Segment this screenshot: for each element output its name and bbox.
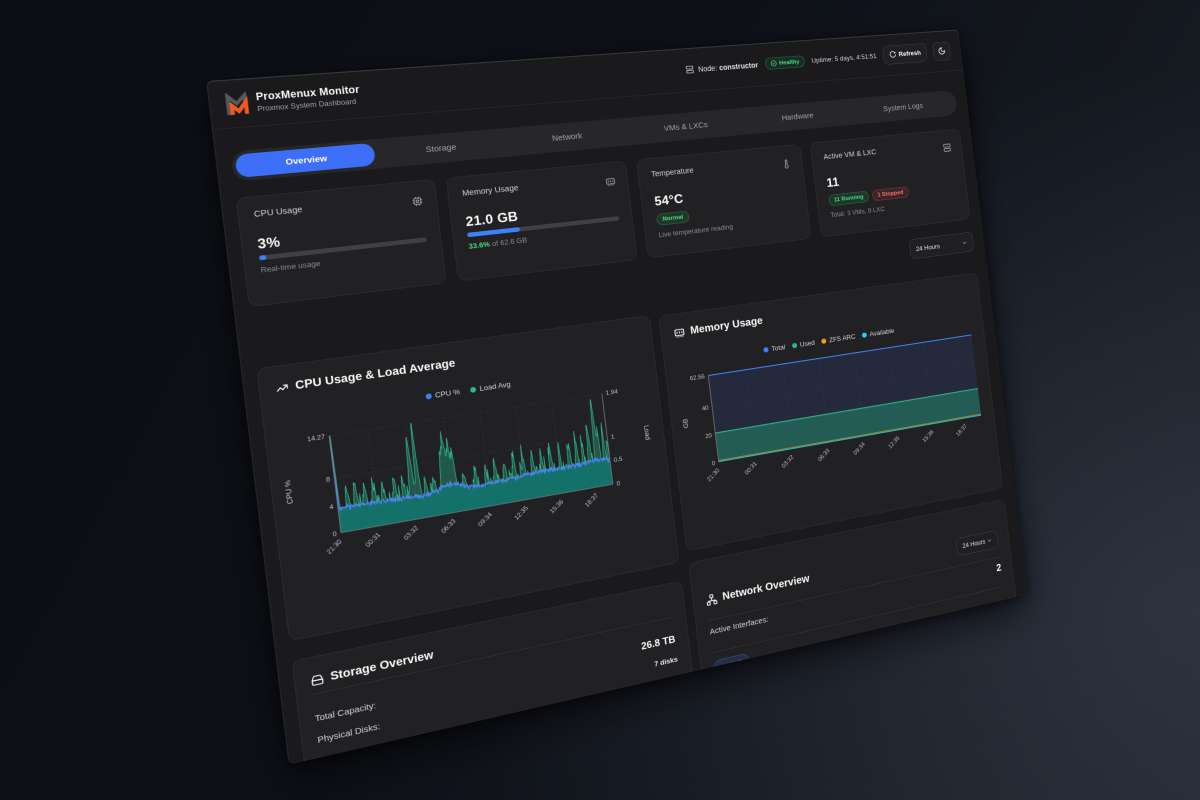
- svg-text:09:34: 09:34: [476, 511, 494, 528]
- svg-text:00:31: 00:31: [363, 531, 382, 549]
- svg-text:CPU %: CPU %: [283, 480, 295, 505]
- svg-text:8: 8: [326, 475, 331, 484]
- svg-text:03:32: 03:32: [780, 453, 795, 469]
- svg-text:06:33: 06:33: [816, 447, 831, 463]
- svg-text:4: 4: [329, 502, 334, 511]
- svg-text:Load: Load: [642, 425, 651, 441]
- svg-text:0: 0: [711, 459, 715, 467]
- svg-text:00:31: 00:31: [743, 460, 758, 476]
- svg-text:15:36: 15:36: [921, 428, 935, 443]
- svg-text:15:36: 15:36: [548, 498, 565, 515]
- svg-text:21:30: 21:30: [324, 538, 343, 556]
- svg-text:0.5: 0.5: [613, 455, 623, 464]
- svg-text:62.56: 62.56: [689, 372, 705, 382]
- svg-text:09:34: 09:34: [852, 441, 867, 457]
- svg-text:18:37: 18:37: [955, 422, 969, 437]
- svg-text:14.27: 14.27: [307, 432, 326, 443]
- svg-text:18:37: 18:37: [583, 492, 600, 509]
- svg-text:1.94: 1.94: [605, 387, 618, 396]
- svg-text:06:33: 06:33: [439, 517, 457, 535]
- svg-text:12:35: 12:35: [512, 504, 529, 521]
- svg-text:12:35: 12:35: [887, 434, 901, 450]
- svg-text:0: 0: [616, 479, 620, 487]
- svg-text:21:30: 21:30: [705, 467, 721, 483]
- svg-text:GB: GB: [681, 418, 689, 429]
- svg-text:20: 20: [705, 431, 712, 440]
- svg-text:0: 0: [332, 529, 337, 538]
- svg-text:1: 1: [611, 433, 615, 441]
- svg-text:40: 40: [701, 404, 708, 412]
- svg-text:03:32: 03:32: [402, 524, 420, 542]
